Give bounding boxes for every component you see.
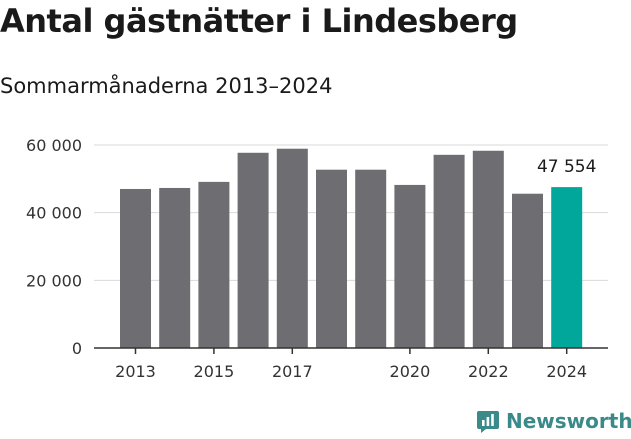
bar-2020: [394, 184, 426, 348]
x-tick-label: 2015: [194, 362, 235, 381]
x-tick-label: 2017: [272, 362, 313, 381]
chart-subtitle: Sommarmånaderna 2013–2024: [0, 74, 333, 98]
y-axis-tick-labels: 0 20 000 40 000 60 000: [26, 136, 82, 358]
chart-title: Antal gästnätter i Lindesberg: [0, 2, 518, 40]
newsworthy-logo-icon: [477, 411, 499, 433]
x-axis: 2013 2015 2017 2020 2022 2024: [94, 347, 608, 381]
bar-2017: [276, 148, 308, 348]
bar-2014: [159, 187, 191, 348]
y-tick-label: 0: [72, 339, 82, 358]
brand-name: Newsworthy: [506, 409, 631, 433]
x-tick-label: 2013: [115, 362, 156, 381]
bar-2019: [355, 169, 387, 348]
data-label: 47 554: [537, 157, 596, 177]
y-tick-label: 60 000: [26, 136, 82, 155]
bar-2024: [551, 187, 583, 348]
bar-2018: [316, 169, 347, 348]
bar-2021: [433, 154, 465, 348]
bar-2013: [120, 188, 151, 348]
bars: [120, 148, 583, 348]
y-tick-label: 40 000: [26, 204, 82, 223]
y-tick-label: 20 000: [26, 271, 82, 290]
data-labels: 47 554: [537, 157, 596, 177]
bar-2015: [198, 181, 230, 348]
x-tick-label: 2020: [390, 362, 431, 381]
bar-2022: [472, 150, 504, 348]
x-tick-label: 2022: [468, 362, 509, 381]
newsworthy-brand: Newsworthy: [476, 407, 631, 435]
bar-2016: [237, 152, 269, 348]
bar-2023: [512, 193, 543, 348]
x-tick-label: 2024: [546, 362, 587, 381]
